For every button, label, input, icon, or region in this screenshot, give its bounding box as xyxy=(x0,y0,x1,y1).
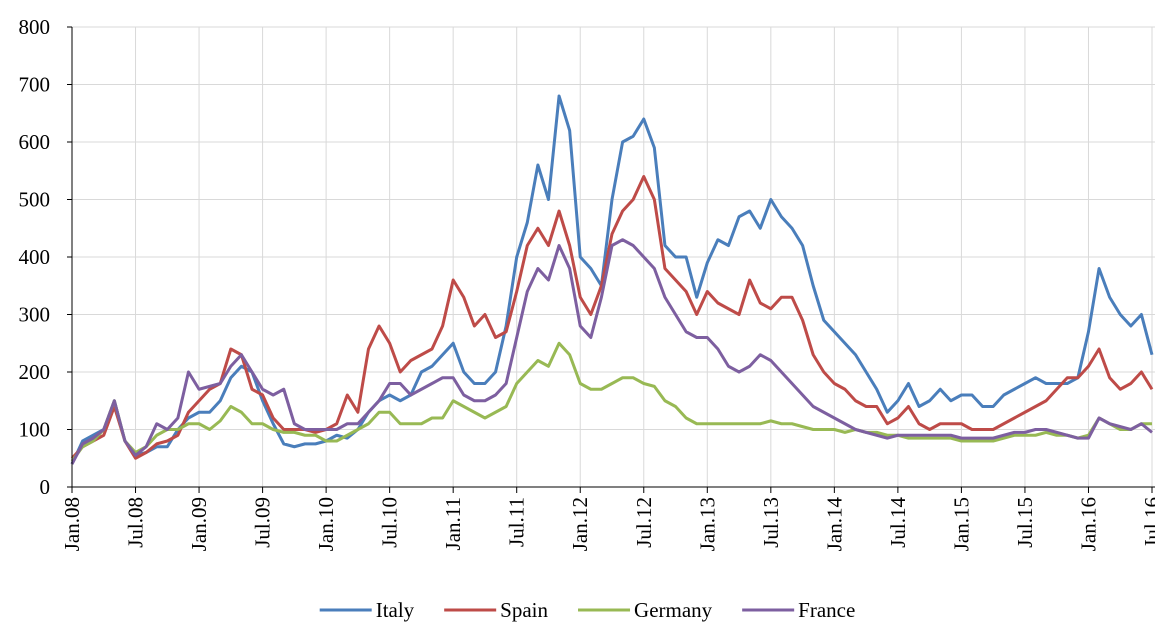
legend-item: Spain xyxy=(444,598,548,622)
x-tick-label: Jan.14 xyxy=(822,497,846,552)
legend-label: France xyxy=(798,598,855,622)
x-tick-label: Jan.15 xyxy=(949,497,973,551)
x-tick-label: Jan.16 xyxy=(1076,497,1100,551)
x-tick-label: Jul.14 xyxy=(886,497,910,548)
legend-label: Germany xyxy=(634,598,713,622)
y-tick-label: 100 xyxy=(19,418,51,442)
x-tick-label: Jan.09 xyxy=(187,497,211,551)
x-tick-label: Jul.11 xyxy=(505,497,529,547)
y-tick-label: 700 xyxy=(19,73,51,97)
axes: 0 100 200 300 400 500 600 700 800 Jan.08 Jul.08 Jan… xyxy=(19,15,1155,551)
x-tick-label: Jul.09 xyxy=(251,497,275,548)
x-tick-label: Jul.08 xyxy=(124,497,148,548)
x-tick-label: Jul.13 xyxy=(759,497,783,548)
y-tick-label: 0 xyxy=(40,475,51,499)
legend-item: France xyxy=(742,598,855,622)
y-tick-label: 600 xyxy=(19,130,51,154)
x-tick-label: Jul.16 xyxy=(1140,497,1155,548)
x-tick-label: Jan.13 xyxy=(695,497,719,551)
legend-label: Italy xyxy=(376,598,415,622)
x-tick-label: Jan.11 xyxy=(441,497,465,550)
x-tick-label: Jul.15 xyxy=(1013,497,1037,548)
x-tick-label: Jul.10 xyxy=(378,497,402,548)
plot xyxy=(72,96,1152,464)
x-tick-label: Jul.12 xyxy=(632,497,656,548)
legend-label: Spain xyxy=(500,598,548,622)
x-tick-label: Jan.12 xyxy=(568,497,592,551)
y-tick-label: 400 xyxy=(19,245,51,269)
legend-item: Italy xyxy=(320,598,415,622)
y-tick-label: 300 xyxy=(19,303,51,327)
grid xyxy=(72,27,1155,487)
y-tick-label: 800 xyxy=(19,15,51,39)
x-tick-label: Jan.08 xyxy=(60,497,84,551)
series-line xyxy=(72,177,1152,459)
legend: Italy Spain Germany France xyxy=(320,598,856,622)
y-tick-label: 500 xyxy=(19,188,51,212)
legend-item: Germany xyxy=(578,598,713,622)
y-tick-label: 200 xyxy=(19,360,51,384)
x-tick-label: Jan.10 xyxy=(314,497,338,551)
